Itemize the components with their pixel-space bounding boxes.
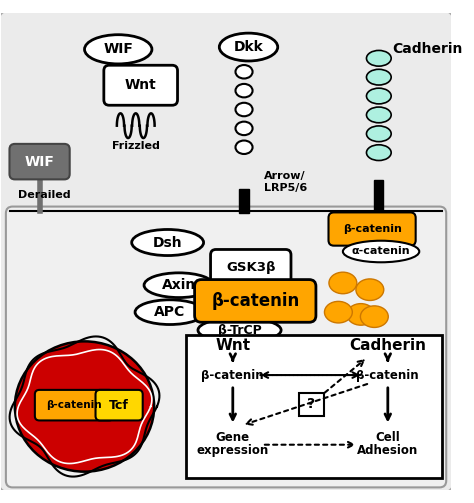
FancyBboxPatch shape [328,212,416,245]
Text: Dkk: Dkk [234,40,264,54]
Ellipse shape [135,300,205,324]
Text: Dsh: Dsh [153,235,182,249]
Ellipse shape [366,88,391,104]
Text: Axin: Axin [162,278,196,292]
Text: β-TrCP: β-TrCP [218,323,261,337]
FancyBboxPatch shape [96,390,143,421]
FancyBboxPatch shape [35,390,113,421]
Ellipse shape [360,306,388,327]
Ellipse shape [366,69,391,85]
Ellipse shape [366,50,391,66]
Text: WIF: WIF [25,154,55,169]
Text: Gene: Gene [216,431,250,444]
Text: Wnt: Wnt [125,78,156,92]
Ellipse shape [15,342,154,472]
Ellipse shape [132,229,204,256]
FancyBboxPatch shape [104,65,178,105]
Bar [238,189,249,213]
FancyBboxPatch shape [6,207,446,487]
Text: WIF: WIF [103,42,133,56]
Ellipse shape [325,301,352,323]
Text: β-catenin: β-catenin [201,369,264,382]
Ellipse shape [329,272,357,294]
Ellipse shape [236,140,253,154]
Ellipse shape [236,103,253,116]
Text: Arrow/
LRP5/6: Arrow/ LRP5/6 [264,171,308,193]
Text: α-catenin: α-catenin [352,246,410,257]
FancyBboxPatch shape [0,11,453,492]
Ellipse shape [84,35,152,64]
Bar [186,334,442,478]
Ellipse shape [144,273,214,298]
Text: Derailed: Derailed [18,190,70,200]
Ellipse shape [236,84,253,98]
Text: Cadherin: Cadherin [349,339,426,354]
Text: Cadherin: Cadherin [392,42,463,56]
Text: β-catenin: β-catenin [343,224,401,234]
Text: expression: expression [197,444,269,457]
Ellipse shape [356,279,384,300]
Text: β-catenin: β-catenin [211,292,300,310]
Ellipse shape [366,107,391,123]
Text: β-catenin: β-catenin [46,400,102,410]
Text: Wnt: Wnt [215,339,250,354]
FancyBboxPatch shape [9,144,70,180]
FancyBboxPatch shape [195,280,316,322]
Ellipse shape [236,122,253,135]
Ellipse shape [366,145,391,160]
Text: Adhesion: Adhesion [357,444,419,457]
Bar [374,180,383,213]
Text: Frizzled: Frizzled [112,141,160,151]
Text: β-catenin: β-catenin [356,369,419,382]
Ellipse shape [366,126,391,142]
Ellipse shape [347,304,375,325]
Ellipse shape [236,65,253,78]
Text: ?: ? [307,397,316,411]
FancyBboxPatch shape [210,249,291,285]
Ellipse shape [198,318,281,343]
Text: Tcf: Tcf [109,399,129,411]
Text: Cell: Cell [375,431,400,444]
Ellipse shape [343,241,419,262]
Ellipse shape [219,33,278,61]
Text: GSK3β: GSK3β [226,261,275,274]
Bar [299,393,324,415]
Text: APC: APC [154,305,185,319]
